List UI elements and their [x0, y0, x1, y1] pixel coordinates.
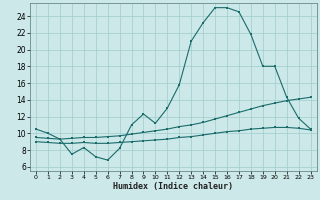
X-axis label: Humidex (Indice chaleur): Humidex (Indice chaleur) [113, 182, 233, 191]
